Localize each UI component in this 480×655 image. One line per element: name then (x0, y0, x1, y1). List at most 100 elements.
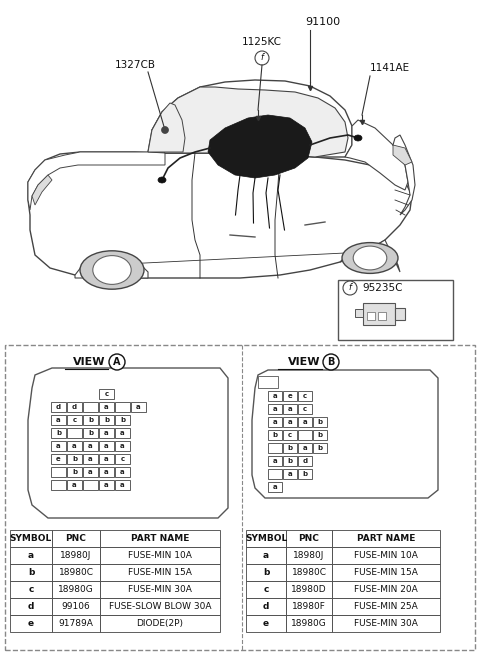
Text: VIEW: VIEW (72, 357, 105, 367)
Bar (99, 480, 114, 490)
Text: b: b (302, 471, 308, 477)
Text: b: b (72, 456, 77, 462)
Bar (51, 415, 66, 425)
Text: d: d (302, 458, 308, 464)
Text: a: a (104, 404, 109, 410)
Bar (67, 454, 82, 464)
Text: FUSE-MIN 25A: FUSE-MIN 25A (354, 602, 418, 611)
Text: 1125KC: 1125KC (242, 37, 282, 47)
Text: d: d (28, 602, 34, 611)
Polygon shape (32, 175, 52, 205)
Bar (246, 564, 286, 581)
Text: SYMBOL: SYMBOL (245, 534, 287, 543)
Bar (338, 280, 453, 340)
Text: FUSE-MIN 10A: FUSE-MIN 10A (354, 551, 418, 560)
Bar (298, 391, 312, 401)
Bar (10, 598, 52, 615)
Bar (298, 456, 312, 466)
Bar (378, 312, 386, 320)
Text: a: a (104, 456, 109, 462)
Bar (286, 547, 332, 564)
Bar (10, 581, 52, 598)
Bar (67, 467, 82, 477)
Text: SYMBOL: SYMBOL (10, 534, 52, 543)
Text: b: b (288, 445, 293, 451)
Bar (52, 564, 100, 581)
Bar (268, 417, 282, 427)
Text: a: a (273, 484, 277, 490)
Bar (332, 564, 440, 581)
Bar (246, 530, 286, 547)
Text: 1327CB: 1327CB (115, 60, 156, 70)
Text: b: b (28, 568, 34, 577)
Bar (52, 615, 100, 632)
Text: a: a (72, 482, 77, 488)
Bar (363, 303, 395, 325)
Text: a: a (120, 443, 125, 449)
Bar (286, 615, 332, 632)
Text: a: a (104, 469, 109, 475)
Text: FUSE-MIN 15A: FUSE-MIN 15A (128, 568, 192, 577)
Text: a: a (303, 419, 307, 425)
Text: a: a (136, 404, 141, 410)
Ellipse shape (80, 251, 144, 290)
Text: b: b (263, 568, 269, 577)
Text: e: e (288, 393, 292, 399)
Text: b: b (56, 430, 61, 436)
Text: FUSE-MIN 30A: FUSE-MIN 30A (128, 585, 192, 594)
Bar (100, 530, 220, 547)
Text: 18980D: 18980D (291, 585, 327, 594)
Bar (99, 467, 114, 477)
Text: b: b (288, 458, 293, 464)
Bar (246, 547, 286, 564)
Text: c: c (105, 391, 108, 397)
Text: 18980C: 18980C (291, 568, 326, 577)
Bar (286, 598, 332, 615)
Bar (67, 480, 82, 490)
Text: a: a (72, 443, 77, 449)
Bar (268, 456, 282, 466)
Bar (246, 581, 286, 598)
Text: FUSE-MIN 10A: FUSE-MIN 10A (128, 551, 192, 560)
Text: e: e (56, 456, 61, 462)
Circle shape (109, 354, 125, 370)
Text: b: b (88, 430, 93, 436)
Bar (83, 480, 98, 490)
Bar (100, 615, 220, 632)
Text: b: b (317, 419, 323, 425)
Text: e: e (263, 619, 269, 628)
Bar (283, 430, 297, 440)
Text: a: a (88, 456, 93, 462)
Text: a: a (104, 430, 109, 436)
Circle shape (343, 281, 357, 295)
Bar (286, 564, 332, 581)
Text: b: b (317, 445, 323, 451)
Bar (115, 428, 130, 438)
Polygon shape (393, 145, 412, 165)
Bar (115, 441, 130, 451)
Polygon shape (28, 368, 228, 518)
Polygon shape (393, 135, 415, 215)
Ellipse shape (354, 135, 362, 141)
Bar (246, 615, 286, 632)
Bar (283, 417, 297, 427)
Text: a: a (28, 551, 34, 560)
Text: a: a (273, 393, 277, 399)
Bar (52, 581, 100, 598)
Bar (283, 404, 297, 414)
Text: a: a (273, 458, 277, 464)
Text: c: c (303, 406, 307, 412)
Text: a: a (273, 419, 277, 425)
Bar (83, 415, 98, 425)
Bar (332, 581, 440, 598)
Polygon shape (252, 370, 438, 498)
Bar (115, 467, 130, 477)
Bar (67, 402, 82, 412)
Ellipse shape (158, 177, 166, 183)
Text: a: a (56, 417, 61, 423)
Text: 18980J: 18980J (60, 551, 92, 560)
Text: b: b (72, 469, 77, 475)
Text: b: b (273, 432, 277, 438)
Ellipse shape (342, 242, 398, 273)
Bar (83, 441, 98, 451)
